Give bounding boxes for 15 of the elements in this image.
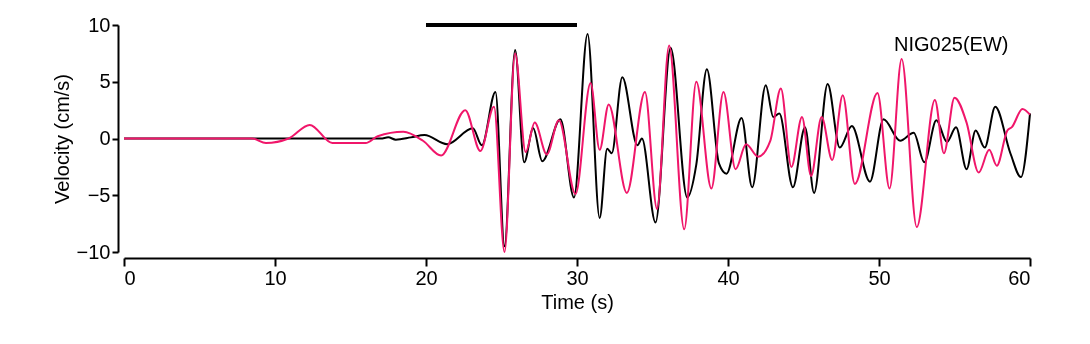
x-tick-label: 20 <box>415 266 438 289</box>
x-tick-label: 0 <box>124 266 136 289</box>
y-tick-label: −5 <box>87 183 111 206</box>
y-tick-label: −10 <box>76 240 111 263</box>
x-axis-title: Time (s) <box>541 290 614 313</box>
y-axis-title: Velocity (cm/s) <box>50 73 73 205</box>
x-tick-label: 10 <box>264 266 287 289</box>
x-tick-label: 60 <box>1008 266 1031 289</box>
annotation: NIG025(EW) <box>894 33 1009 55</box>
x-tick-label: 40 <box>717 266 740 289</box>
x-tick-label: 50 <box>868 266 891 289</box>
y-tick-label: 10 <box>88 13 111 36</box>
x-tick-label: 30 <box>566 266 589 289</box>
y-tick-label: 0 <box>99 127 111 149</box>
y-tick-label: 5 <box>99 70 111 93</box>
